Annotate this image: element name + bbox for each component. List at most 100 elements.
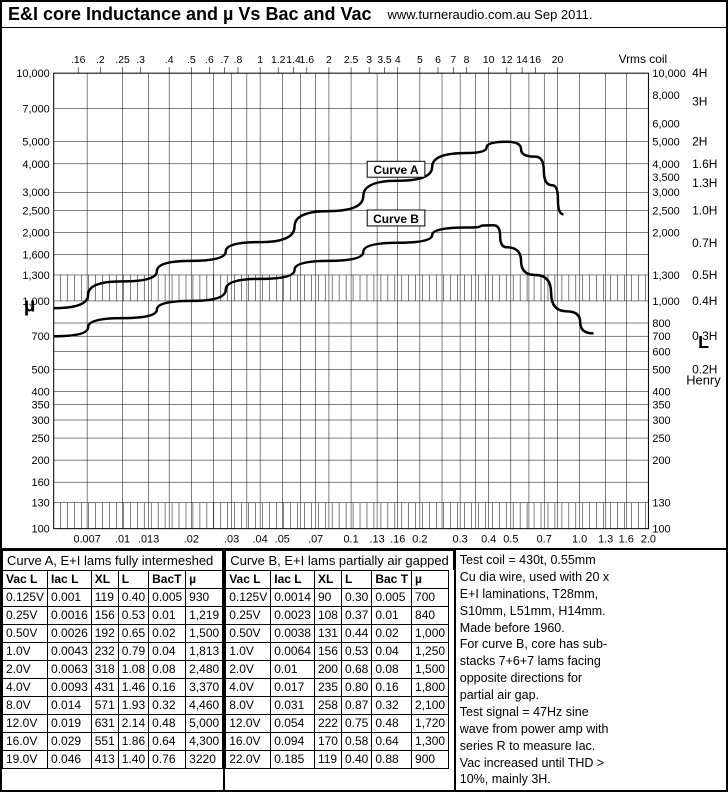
table-row: 4.0V0.0172350.800.161,800 xyxy=(226,679,449,697)
svg-text:8: 8 xyxy=(464,55,470,66)
svg-text:600: 600 xyxy=(652,346,670,358)
svg-text:0.3: 0.3 xyxy=(453,534,468,546)
data-zone: Curve A, E+I lams fully intermeshed Vac … xyxy=(2,548,726,790)
svg-text:2,000: 2,000 xyxy=(652,227,679,239)
svg-text:200: 200 xyxy=(32,455,50,467)
svg-text:2.0: 2.0 xyxy=(641,534,656,546)
svg-text:1.6: 1.6 xyxy=(300,55,315,66)
svg-text:Henry: Henry xyxy=(686,372,721,387)
svg-text:1,000: 1,000 xyxy=(652,296,679,308)
svg-text:3: 3 xyxy=(366,55,372,66)
svg-text:Vrms coil: Vrms coil xyxy=(619,52,668,66)
curve-a-table: Vac LIac LXLLBacTµ0.125V0.0011190.400.00… xyxy=(2,570,223,769)
svg-text:.2: .2 xyxy=(96,55,105,66)
table-row: 8.0V0.0145711.930.324,460 xyxy=(3,697,223,715)
svg-text:400: 400 xyxy=(652,387,670,399)
table-row: 4.0V0.00934311.460.163,370 xyxy=(3,679,223,697)
svg-text:.25: .25 xyxy=(115,55,130,66)
figure-container: E&I core Inductance and µ Vs Bac and Vac… xyxy=(0,0,728,792)
svg-text:0.7H: 0.7H xyxy=(692,236,717,250)
svg-text:.02: .02 xyxy=(184,534,199,546)
note-line: wave from power amp with xyxy=(460,721,722,738)
curve-b-caption: Curve B, E+I lams partially air gapped xyxy=(225,550,454,570)
table-row: 12.0V0.0196312.140.485,000 xyxy=(3,715,223,733)
svg-text:.04: .04 xyxy=(253,534,268,546)
table-header: Bac T xyxy=(372,571,412,589)
svg-text:.013: .013 xyxy=(138,534,159,546)
note-line: For curve B, core has sub- xyxy=(460,636,722,653)
svg-text:Curve B: Curve B xyxy=(373,212,419,226)
svg-text:.03: .03 xyxy=(224,534,239,546)
svg-text:2,500: 2,500 xyxy=(652,205,679,217)
svg-text:250: 250 xyxy=(652,433,670,445)
table-header: XL xyxy=(314,571,341,589)
table-row: 0.125V0.0014900.300.005700 xyxy=(226,589,449,607)
note-line: Vac increased until THD > xyxy=(460,755,722,772)
svg-text:0.4: 0.4 xyxy=(481,534,496,546)
svg-text:8,000: 8,000 xyxy=(652,90,679,102)
svg-text:0.5: 0.5 xyxy=(503,534,518,546)
svg-text:3,000: 3,000 xyxy=(22,187,49,199)
svg-text:6: 6 xyxy=(435,55,441,66)
svg-text:10,000: 10,000 xyxy=(652,68,685,80)
svg-text:7,000: 7,000 xyxy=(22,103,49,115)
table-row: 12.0V0.0542220.750.481,720 xyxy=(226,715,449,733)
svg-text:160: 160 xyxy=(32,477,50,489)
svg-text:1.6: 1.6 xyxy=(619,534,634,546)
header: E&I core Inductance and µ Vs Bac and Vac… xyxy=(2,2,726,28)
svg-text:500: 500 xyxy=(652,364,670,376)
svg-text:L: L xyxy=(698,332,709,352)
svg-text:2,000: 2,000 xyxy=(22,227,49,239)
svg-text:200: 200 xyxy=(652,455,670,467)
svg-text:Curve A: Curve A xyxy=(373,163,419,177)
table-header: L xyxy=(118,571,148,589)
chart-svg: 1001301602002503003504005007001,0001,300… xyxy=(2,28,726,548)
svg-text:.7: .7 xyxy=(220,55,229,66)
svg-text:µ: µ xyxy=(24,294,35,316)
table-row: 0.25V0.00231080.370.01840 xyxy=(226,607,449,625)
table-row: 0.50V0.00381310.440.021,000 xyxy=(226,625,449,643)
chart-area: 1001301602002503003504005007001,0001,300… xyxy=(2,28,726,548)
table-row: 0.125V0.0011190.400.005930 xyxy=(3,589,223,607)
curve-b-table-wrap: Curve B, E+I lams partially air gapped V… xyxy=(225,550,456,790)
svg-text:5,000: 5,000 xyxy=(652,137,679,149)
svg-text:.16: .16 xyxy=(390,534,405,546)
svg-text:.13: .13 xyxy=(370,534,385,546)
svg-text:700: 700 xyxy=(652,331,670,343)
table-row: 16.0V0.0295511.860.644,300 xyxy=(3,733,223,751)
svg-text:.3: .3 xyxy=(136,55,145,66)
svg-text:2: 2 xyxy=(326,55,332,66)
note-line: stacks 7+6+7 lams facing xyxy=(460,653,722,670)
svg-text:3H: 3H xyxy=(692,95,707,109)
svg-text:3,000: 3,000 xyxy=(652,187,679,199)
svg-text:.4: .4 xyxy=(165,55,174,66)
table-row: 16.0V0.0941700.580.641,300 xyxy=(226,733,449,751)
svg-text:350: 350 xyxy=(652,400,670,412)
svg-text:.16: .16 xyxy=(71,55,86,66)
svg-text:0.1: 0.1 xyxy=(343,534,358,546)
table-header: BacT xyxy=(149,571,186,589)
svg-text:.8: .8 xyxy=(234,55,243,66)
table-header: XL xyxy=(91,571,118,589)
table-row: 8.0V0.0312580.870.322,100 xyxy=(226,697,449,715)
note-line: Cu dia wire, used with 20 x xyxy=(460,569,722,586)
table-row: 0.25V0.00161560.530.011,219 xyxy=(3,607,223,625)
table-header: Vac L xyxy=(3,571,48,589)
svg-text:5,000: 5,000 xyxy=(22,137,49,149)
svg-text:1.0: 1.0 xyxy=(572,534,587,546)
svg-text:1.3: 1.3 xyxy=(598,534,613,546)
svg-text:130: 130 xyxy=(652,498,670,510)
note-line: series R to measure Iac. xyxy=(460,738,722,755)
svg-text:7: 7 xyxy=(450,55,456,66)
svg-text:100: 100 xyxy=(32,524,50,536)
svg-text:250: 250 xyxy=(32,433,50,445)
note-line: opposite directions for xyxy=(460,670,722,687)
svg-text:2.5: 2.5 xyxy=(344,55,359,66)
svg-text:350: 350 xyxy=(32,400,50,412)
svg-text:3.5: 3.5 xyxy=(377,55,392,66)
svg-text:20: 20 xyxy=(552,55,564,66)
note-line: Test signal = 47Hz sine xyxy=(460,704,722,721)
table-row: 1.0V0.00432320.790.041,813 xyxy=(3,643,223,661)
svg-text:.01: .01 xyxy=(115,534,130,546)
svg-text:0.7: 0.7 xyxy=(537,534,552,546)
